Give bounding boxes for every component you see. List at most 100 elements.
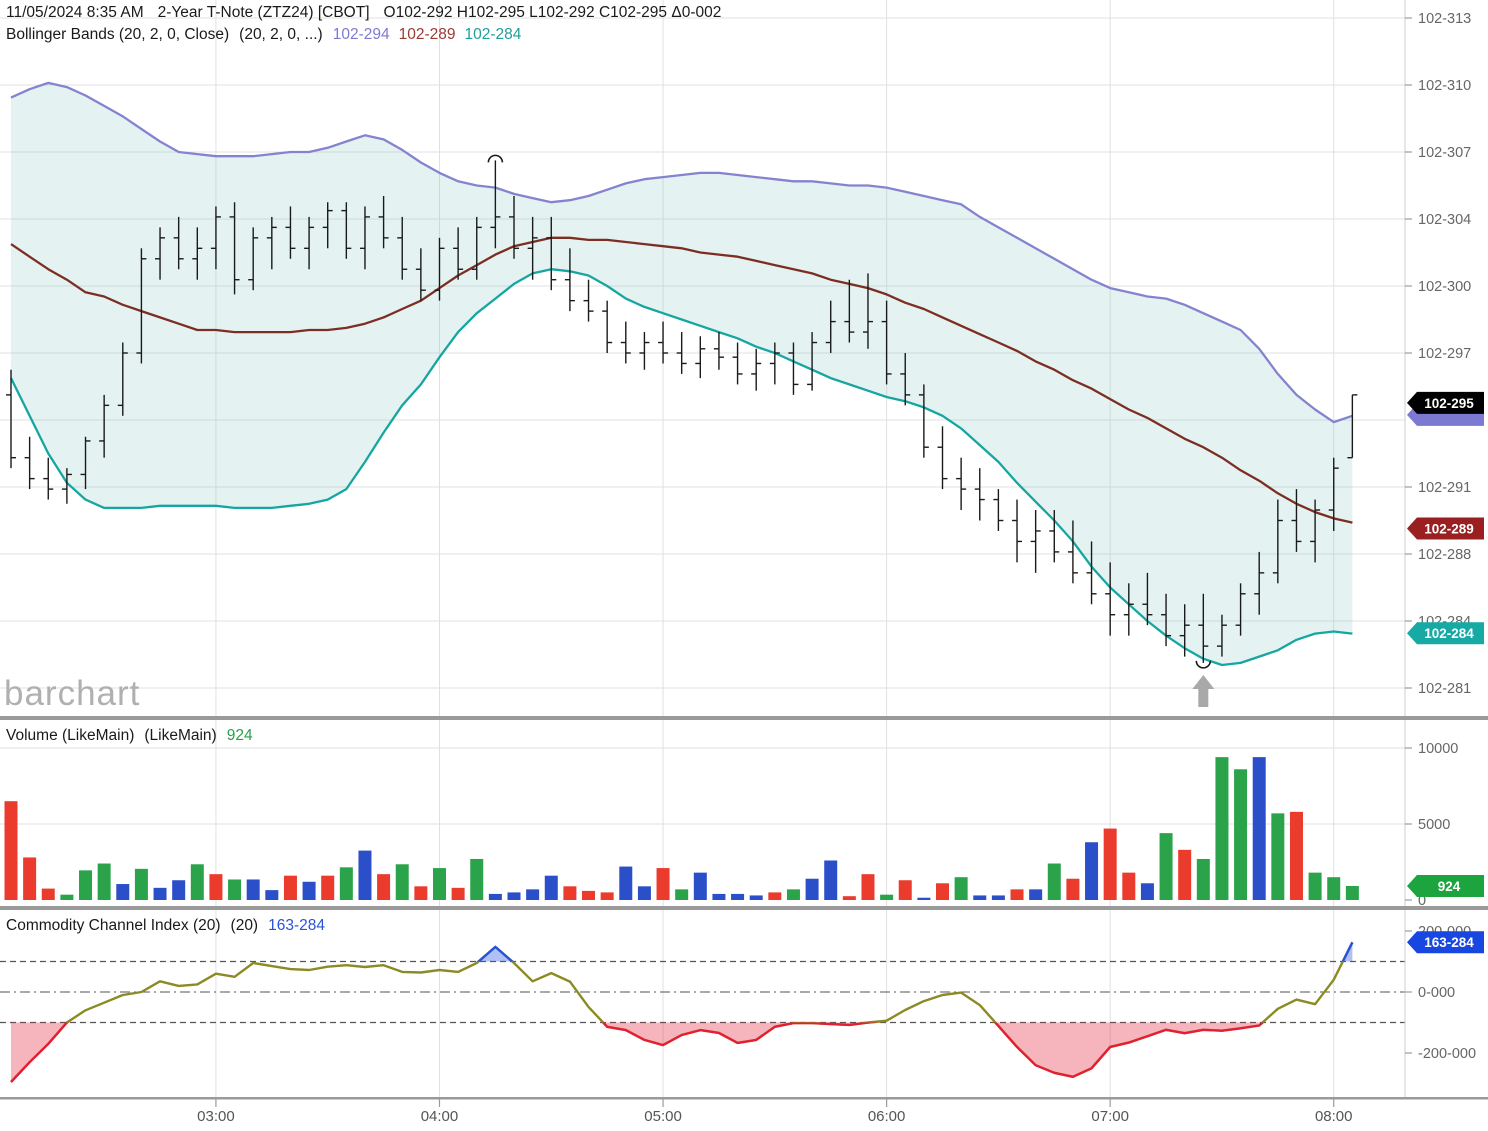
ohlc-bar <box>359 206 370 270</box>
bollinger-header: Bollinger Bands (20, 2, 0, Close) (20, 2,… <box>6 26 530 44</box>
panel-divider[interactable] <box>0 906 1488 910</box>
ohlc-bar <box>117 342 128 416</box>
volume-bar <box>209 874 223 900</box>
volume-bar <box>712 893 726 900</box>
volume-bar <box>637 886 651 900</box>
volume-bar <box>79 870 93 900</box>
volume-bar <box>1308 872 1322 900</box>
bollinger-label: Bollinger Bands (20, 2, 0, Close) <box>6 26 230 43</box>
panel-divider[interactable] <box>0 716 1488 720</box>
ohlc-bar <box>1142 572 1153 626</box>
ohlc-bar <box>564 248 575 312</box>
ohlc-bar <box>1347 394 1358 459</box>
volume-bar <box>451 887 465 900</box>
header-symbol: 2-Year T-Note (ZTZ24) [CBOT] <box>157 4 370 21</box>
volume-bar <box>488 893 502 900</box>
volume-value: 924 <box>226 727 253 744</box>
cci-badge-text: 163-284 <box>1424 935 1474 950</box>
volume-bar <box>1178 849 1192 900</box>
volume-bar <box>991 895 1005 900</box>
price-axis-label: 102-297 <box>1418 346 1471 362</box>
lower-band-badge-shape <box>1407 622 1484 645</box>
price-axis-label: 102-313 <box>1418 11 1471 27</box>
cci-axis-label: -200-000 <box>1418 1046 1476 1062</box>
volume-bar <box>973 895 987 900</box>
volume-bar <box>1159 833 1173 900</box>
ohlc-bar <box>825 300 836 353</box>
volume-bar <box>1234 769 1248 900</box>
ohlc-bar <box>713 332 724 370</box>
volume-bar <box>861 874 875 900</box>
ohlc-bar <box>918 384 929 458</box>
volume-bar <box>898 880 912 900</box>
volume-bar <box>917 897 931 900</box>
last-price-badge-shape <box>1407 391 1484 414</box>
volume-bar <box>563 886 577 900</box>
cci-plot-area[interactable] <box>0 910 1405 1098</box>
volume-badge-text: 924 <box>1438 879 1461 894</box>
time-label: 04:00 <box>421 1108 459 1125</box>
volume-bar <box>619 866 633 900</box>
ohlc-bar <box>155 227 166 280</box>
time-axis-border <box>0 1097 1488 1100</box>
middle-band-badge-text: 102-289 <box>1424 522 1474 537</box>
ohlc-bar <box>788 342 799 395</box>
volume-label: Volume (LikeMain) <box>6 727 135 744</box>
volume-bar <box>656 868 670 900</box>
price-axis-label: 102-300 <box>1418 279 1471 295</box>
volume-bar <box>302 881 316 900</box>
ohlc-bar <box>1049 510 1060 563</box>
ohlc-bar <box>99 394 110 458</box>
ohlc-bar <box>304 216 315 270</box>
volume-bar <box>1327 877 1341 900</box>
volume-bar <box>321 875 335 900</box>
ohlc-bar <box>807 332 818 391</box>
volume-bar <box>4 801 18 900</box>
barchart-logo: barchart <box>4 674 141 713</box>
ohlc-bar <box>1123 583 1134 636</box>
ohlc-bar <box>1310 499 1321 563</box>
volume-bar <box>544 875 558 900</box>
volume-bar <box>470 858 484 900</box>
cci-header: Commodity Channel Index (20) (20) 163-284 <box>6 917 325 935</box>
bollinger-params: (20, 2, 0, ...) <box>239 26 323 43</box>
ohlc-bar <box>974 468 985 521</box>
volume-bars <box>4 757 1359 900</box>
volume-bar <box>134 868 148 900</box>
volume-bar <box>880 894 894 900</box>
gridlines <box>0 0 1405 1098</box>
ohlc-bar <box>1272 499 1283 584</box>
ohlc-bar <box>229 202 240 295</box>
ohlc-bar <box>639 332 650 370</box>
volume-bar <box>1215 757 1229 900</box>
ohlc-bar <box>1254 551 1265 615</box>
volume-bar <box>1140 883 1154 900</box>
cycle-arc-bottom-icon <box>1195 660 1212 669</box>
volume-bar <box>246 879 260 900</box>
volume-bar <box>60 894 74 900</box>
ohlc-bar <box>695 336 706 379</box>
ohlc-bar <box>1235 583 1246 636</box>
cci-value: 163-284 <box>268 917 325 934</box>
ohlc-bar <box>1198 593 1209 663</box>
ohlc-bar <box>1216 614 1227 657</box>
ohlc-bar <box>658 321 669 364</box>
cci-label: Commodity Channel Index (20) <box>6 917 221 934</box>
up-arrow-icon <box>1192 675 1215 707</box>
ohlc-bar <box>173 216 184 270</box>
volume-bar <box>1066 878 1080 900</box>
volume-bar <box>339 867 353 900</box>
cci-badge-shape <box>1407 931 1484 954</box>
price-axis-label: 102-304 <box>1418 212 1471 228</box>
volume-bar <box>1047 863 1061 900</box>
volume-bar <box>1029 889 1043 900</box>
header-ohlc: O102-292 H102-295 L102-292 C102-295 Δ0-0… <box>383 4 722 21</box>
lower-band-badge-text: 102-284 <box>1424 626 1474 641</box>
ohlc-bar <box>527 216 538 280</box>
volume-bar <box>749 895 763 900</box>
ohlc-bar <box>620 321 631 364</box>
ohlc-bar <box>285 206 296 259</box>
ohlc-bar <box>1067 520 1078 584</box>
ohlc-bar <box>509 195 520 259</box>
